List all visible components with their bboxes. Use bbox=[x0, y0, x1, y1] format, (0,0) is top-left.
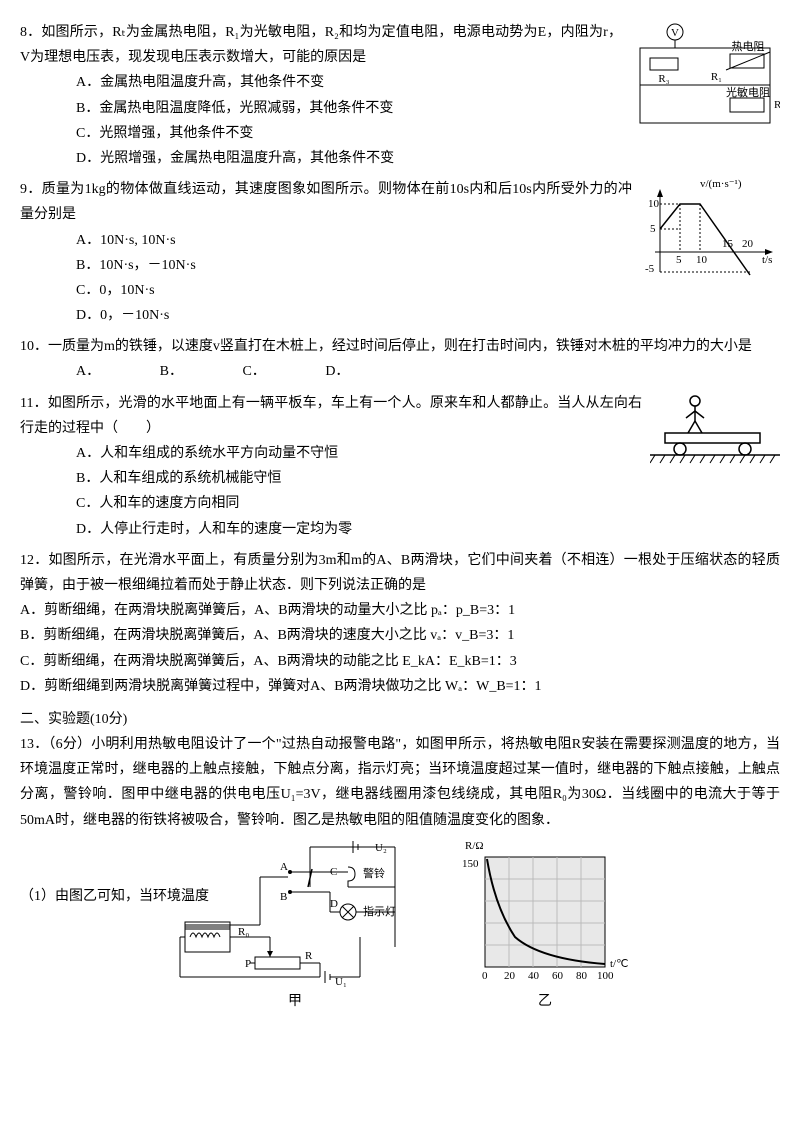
q10-options: A． B． C． D． bbox=[20, 359, 780, 384]
question-12: 12．如图所示，在光滑水平面上，有质量分别为3m和m的A、B两滑块，它们中间夹着… bbox=[20, 548, 780, 699]
xtick-0: 0 bbox=[482, 970, 488, 982]
ytick-5: 5 bbox=[650, 223, 656, 235]
r2-label: R₂ bbox=[774, 99, 780, 111]
ymax-label: 150 bbox=[462, 858, 479, 870]
u2-label: U₂ bbox=[375, 842, 387, 854]
r0-label: R₀ bbox=[238, 926, 249, 938]
q10-opt-d: D． bbox=[325, 359, 349, 384]
figure-jia: U₂ A B C 警铃 D 指示灯 bbox=[170, 837, 420, 1014]
xlabel-t: t/℃ bbox=[610, 958, 628, 970]
xtick-5: 5 bbox=[676, 254, 682, 266]
question-11: 11．如图所示，光滑的水平地面上有一辆平板车，车上有一个人。原来车和人都静止。当… bbox=[20, 391, 780, 542]
d-label: D bbox=[330, 898, 338, 910]
r1-label: R₁ bbox=[711, 71, 722, 83]
q10-opt-a: A． bbox=[76, 359, 100, 384]
lamp-label: 指示灯 bbox=[363, 904, 396, 918]
p-label: P bbox=[245, 958, 251, 970]
q9-opt-d: D．0，－10N·s bbox=[76, 303, 780, 328]
q12-options: A．剪断细绳，在两滑块脱离弹簧后，A、B两滑块的动量大小之比 pₐ：p_B=3：… bbox=[20, 598, 780, 699]
a-label: A bbox=[280, 861, 288, 873]
question-8: V R₃ 热电阻 R₁ 光敏电阻 R₂ 8．如图所示，Rₜ为金属热电阻，R₁为光… bbox=[20, 20, 780, 171]
voltmeter-label: V bbox=[671, 27, 679, 39]
ytick-neg5: -5 bbox=[645, 263, 655, 275]
q12-opt-d: D．剪断细绳到两滑块脱离弹簧过程中，弹簧对A、B两滑块做功之比 Wₐ：W_B=1… bbox=[20, 674, 780, 699]
q10-opt-c: C． bbox=[242, 359, 265, 384]
xtick-20: 20 bbox=[504, 970, 516, 982]
r-label: R bbox=[305, 950, 313, 962]
u1-label: U₁ bbox=[335, 976, 347, 987]
thermal-resistor-label: 热电阻 bbox=[732, 40, 765, 53]
circuit-figure-q8: V R₃ 热电阻 R₁ 光敏电阻 R₂ bbox=[630, 20, 780, 139]
question-9: v/(m·s⁻¹) 10 5 -5 5 10 15 20 t/s 9．质量为1k… bbox=[20, 177, 780, 328]
question-13: 13．（6分）小明利用热敏电阻设计了一个"过热自动报警电路"，如图甲所示，将热敏… bbox=[20, 732, 780, 1039]
xtick-60: 60 bbox=[552, 970, 564, 982]
q12-opt-c: C．剪断细绳，在两滑块脱离弹簧后，A、B两滑块的动能之比 E_kA：E_kB=1… bbox=[20, 649, 780, 674]
vt-graph-q9: v/(m·s⁻¹) 10 5 -5 5 10 15 20 t/s bbox=[640, 177, 780, 296]
b-label: B bbox=[280, 891, 287, 903]
q11-opt-d: D．人停止行走时，人和车的速度一定均为零 bbox=[76, 517, 780, 542]
ylabel: v/(m·s⁻¹) bbox=[700, 178, 742, 190]
xtick-10: 10 bbox=[696, 254, 708, 266]
q11-opt-c: C．人和车的速度方向相同 bbox=[76, 491, 780, 516]
xtick-20: 20 bbox=[742, 238, 754, 250]
q13-stem2: （1）由图乙可知，当环境温度 bbox=[20, 884, 220, 909]
xtick-40: 40 bbox=[528, 970, 540, 982]
q12-opt-a: A．剪断细绳，在两滑块脱离弹簧后，A、B两滑块的动量大小之比 pₐ：p_B=3：… bbox=[20, 598, 780, 623]
section-2-title: 二、实验题(10分) bbox=[20, 707, 780, 732]
question-10: 10．一质量为m的铁锤，以速度v竖直打在木桩上，经过时间后停止，则在打击时间内，… bbox=[20, 334, 780, 384]
photo-resistor-label: 光敏电阻 bbox=[726, 85, 770, 99]
q10-opt-b: B． bbox=[160, 359, 183, 384]
xtick-100: 100 bbox=[597, 970, 614, 982]
cart-person-figure bbox=[650, 391, 780, 480]
figure-yi: R/Ω 150 0 20 40 60 80 100 t/℃ 乙 bbox=[460, 837, 630, 1014]
q8-opt-d: D．光照增强，金属热电阻温度升高，其他条件不变 bbox=[76, 146, 780, 171]
caption-jia: 甲 bbox=[288, 989, 302, 1014]
xtick-80: 80 bbox=[576, 970, 588, 982]
bell-label: 警铃 bbox=[363, 866, 385, 880]
r3-label: R₃ bbox=[658, 73, 669, 85]
q10-stem: 10．一质量为m的铁锤，以速度v竖直打在木桩上，经过时间后停止，则在打击时间内，… bbox=[20, 334, 780, 359]
q12-opt-b: B．剪断细绳，在两滑块脱离弹簧后，A、B两滑块的速度大小之比 vₐ：v_B=3：… bbox=[20, 623, 780, 648]
ylabel-r: R/Ω bbox=[465, 840, 484, 852]
caption-yi: 乙 bbox=[538, 989, 552, 1014]
ytick-10: 10 bbox=[648, 198, 660, 210]
q12-stem: 12．如图所示，在光滑水平面上，有质量分别为3m和m的A、B两滑块，它们中间夹着… bbox=[20, 548, 780, 598]
xlabel: t/s bbox=[762, 254, 772, 266]
q13-stem1: 13．（6分）小明利用热敏电阻设计了一个"过热自动报警电路"，如图甲所示，将热敏… bbox=[20, 732, 780, 833]
